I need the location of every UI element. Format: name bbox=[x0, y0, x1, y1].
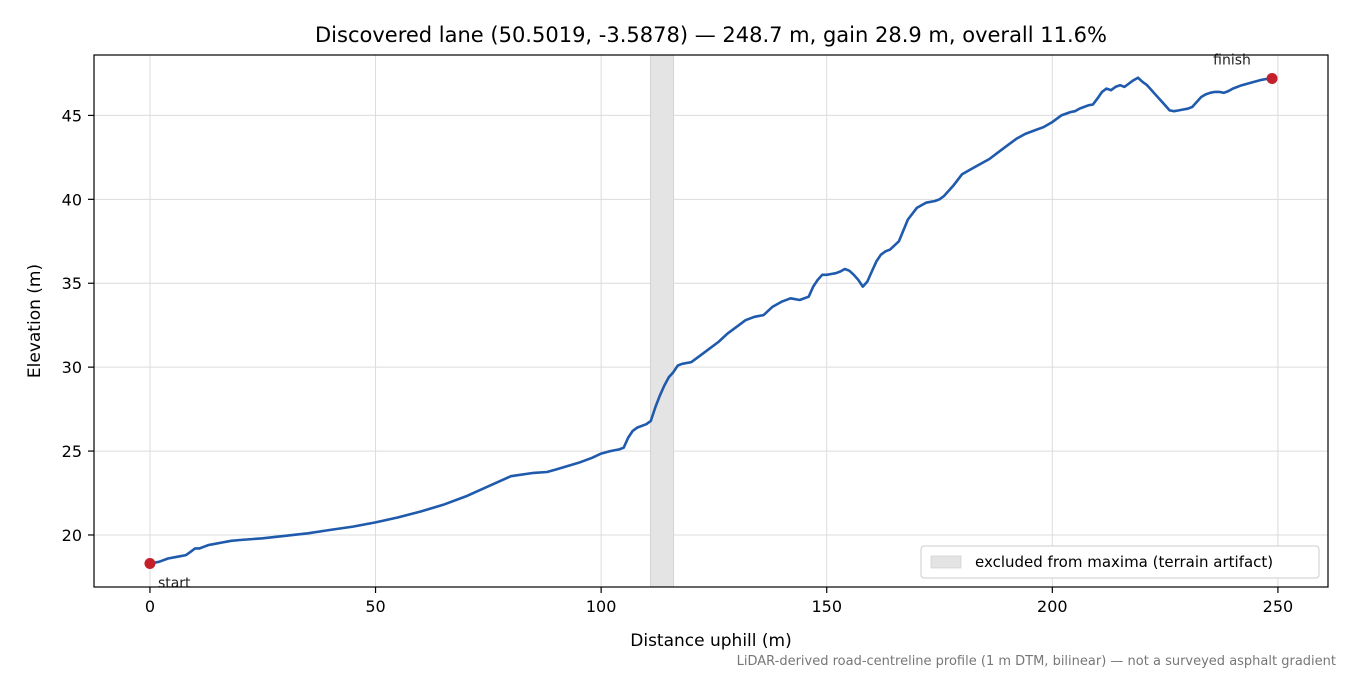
start-label: start bbox=[158, 576, 191, 592]
x-axis-label: Distance uphill (m) bbox=[630, 631, 791, 651]
finish-label: finish bbox=[1213, 52, 1251, 68]
y-tick-label: 25 bbox=[62, 442, 82, 461]
x-tick-label: 100 bbox=[586, 597, 617, 616]
x-tick-label: 250 bbox=[1263, 597, 1294, 616]
grid-layer bbox=[94, 55, 1328, 587]
elevation-line bbox=[149, 76, 1273, 565]
chart-title: Discovered lane (50.5019, -3.5878) — 248… bbox=[315, 23, 1107, 47]
x-tick-label: 150 bbox=[811, 597, 842, 616]
y-tick-label: 35 bbox=[62, 274, 82, 293]
footnote: LiDAR-derived road-centreline profile (1… bbox=[737, 654, 1336, 669]
legend-label: excluded from maxima (terrain artifact) bbox=[975, 553, 1273, 571]
finish-point bbox=[1266, 72, 1278, 84]
x-tick-label: 50 bbox=[365, 597, 385, 616]
plot-frame bbox=[93, 54, 1329, 588]
legend: excluded from maxima (terrain artifact) bbox=[920, 545, 1320, 579]
y-tick-label: 30 bbox=[62, 358, 82, 377]
excluded-band bbox=[650, 54, 675, 588]
legend-swatch bbox=[930, 555, 962, 569]
x-tick-label: 0 bbox=[145, 597, 155, 616]
legend-box bbox=[920, 545, 1320, 579]
tick-layer: 0 50 100 150 200 250 20 25 30 35 40 45 bbox=[62, 106, 1294, 616]
y-axis-label: Elevation (m) bbox=[25, 264, 45, 378]
y-tick-label: 45 bbox=[62, 106, 82, 125]
x-tick-label: 200 bbox=[1037, 597, 1068, 616]
y-tick-label: 40 bbox=[62, 190, 82, 209]
y-tick-label: 20 bbox=[62, 526, 82, 545]
start-point bbox=[144, 558, 156, 570]
